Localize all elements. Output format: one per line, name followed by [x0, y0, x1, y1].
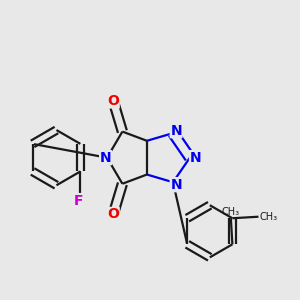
Text: O: O — [107, 207, 119, 221]
Text: N: N — [100, 151, 111, 165]
Text: N: N — [170, 178, 182, 192]
Text: F: F — [74, 194, 84, 208]
Text: CH₃: CH₃ — [260, 212, 278, 222]
Text: CH₃: CH₃ — [222, 207, 240, 217]
Text: N: N — [170, 124, 182, 138]
Text: N: N — [190, 151, 201, 165]
Text: O: O — [107, 94, 119, 108]
